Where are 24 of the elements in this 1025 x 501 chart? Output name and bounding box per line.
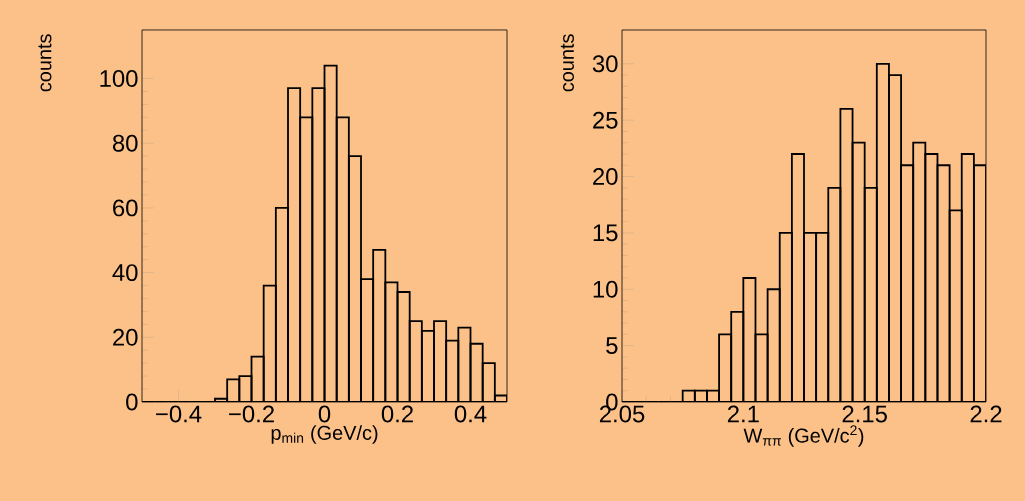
y-tick-label: 20 [593,168,618,185]
x-axis-title: p$_{min}$ (GeV/c) [271,425,378,444]
y-tick-label: 15 [593,224,618,242]
y-tick-label: 5 [606,337,618,354]
x-tick-label: 0.2 [381,405,413,423]
y-axis-title: counts [560,34,574,92]
x-tick-label: 0.4 [454,405,487,423]
y-tick-label: 60 [113,199,138,217]
y-tick-label: 25 [593,111,618,129]
x-tick-label: 2.15 [842,405,887,423]
y-axis-title: counts [38,34,52,92]
x-tick-label: −0.2 [229,405,274,423]
x-tick-label: 2.2 [970,405,1002,423]
y-tick-label: 20 [113,328,138,346]
y-tick-label: 100 [100,70,138,87]
y-tick-label: 10 [593,280,618,298]
x-tick-label: 2.1 [727,405,759,423]
x-tick-label: 0 [318,405,331,423]
x-axis-title: W$_{ππ}$ (GeV/c$^{2}$) [743,425,864,447]
y-tick-label: 30 [592,55,618,73]
y-tick-label: 40 [112,264,138,282]
y-tick-label: 0 [126,393,138,411]
y-tick-label: 80 [112,134,138,152]
x-tick-label: −0.4 [156,405,202,423]
